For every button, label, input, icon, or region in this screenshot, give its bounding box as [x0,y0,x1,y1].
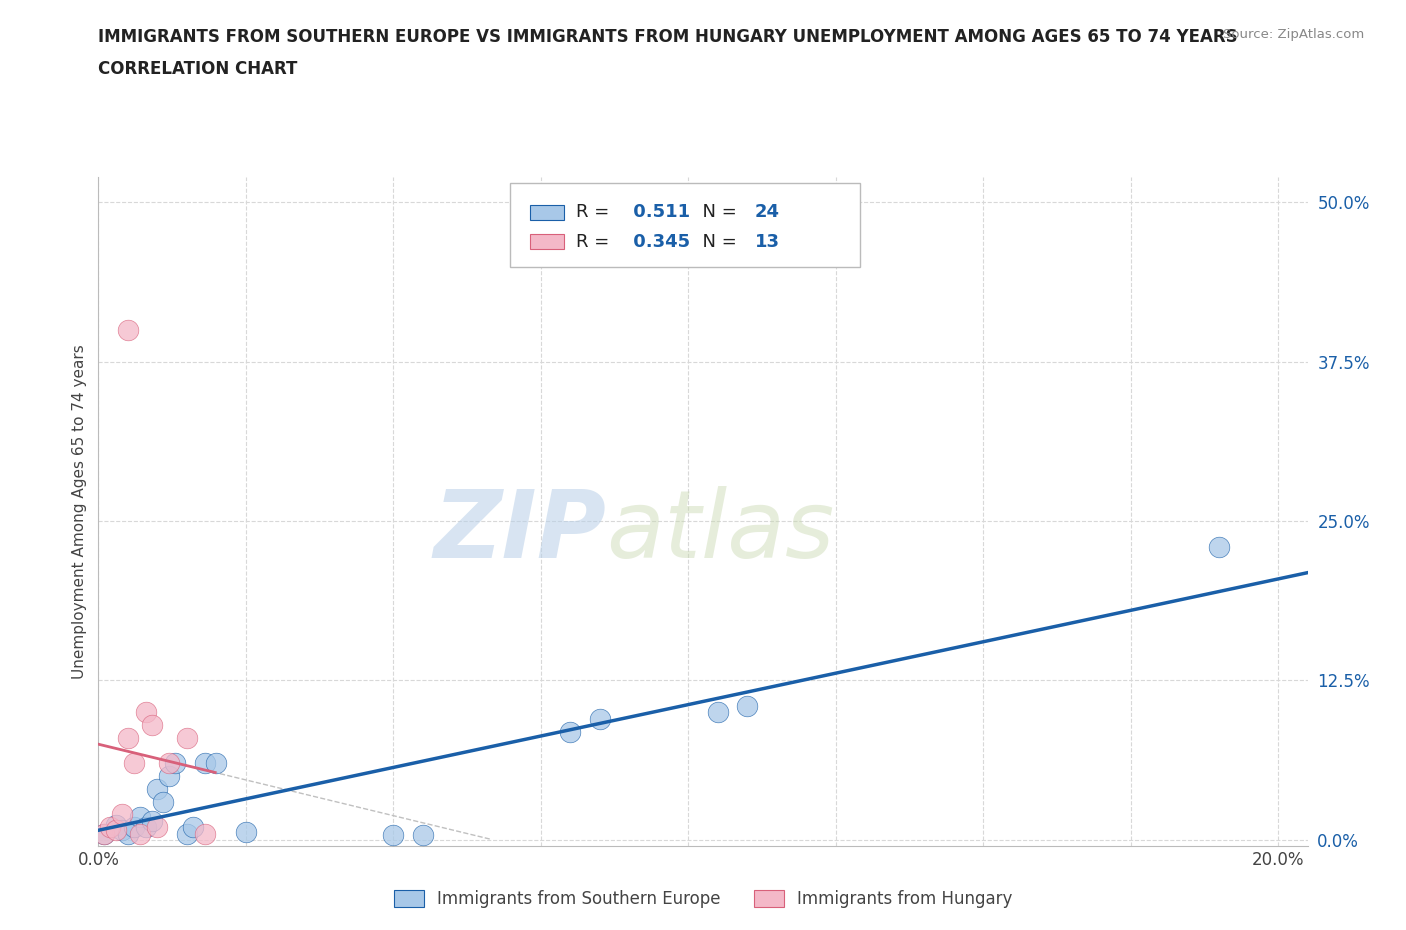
Point [93,826,115,841]
Point [181,819,204,834]
Point [128,826,150,841]
Point [589,711,612,726]
Point [122,819,145,834]
Point [117,826,139,841]
Point [157,756,180,771]
Point [141,718,163,733]
Point [176,730,198,745]
Text: 0.345: 0.345 [627,232,690,251]
Text: atlas: atlas [606,486,835,578]
Text: Source: ZipAtlas.com: Source: ZipAtlas.com [1223,28,1364,41]
Point [111,822,134,837]
Point [205,756,228,771]
Point [235,825,257,840]
Point [141,814,163,829]
Point [98,819,121,834]
Text: N =: N = [690,203,742,221]
Legend: Immigrants from Southern Europe, Immigrants from Hungary: Immigrants from Southern Europe, Immigra… [387,884,1019,915]
Point [735,698,758,713]
Bar [530,205,564,219]
Text: 13: 13 [755,232,780,251]
Point [412,828,434,843]
Text: CORRELATION CHART: CORRELATION CHART [98,60,298,78]
Bar [530,234,564,249]
Point [117,323,139,338]
FancyBboxPatch shape [509,183,860,267]
Point [194,756,217,771]
Text: R =: R = [576,232,614,251]
Y-axis label: Unemployment Among Ages 65 to 74 years: Unemployment Among Ages 65 to 74 years [72,344,87,679]
Point [176,826,198,841]
Text: ZIP: ZIP [433,485,606,578]
Point [560,724,582,739]
Point [105,817,128,832]
Point [135,819,157,834]
Point [157,769,180,784]
Point [706,705,728,720]
Point [146,781,169,796]
Text: IMMIGRANTS FROM SOUTHERN EUROPE VS IMMIGRANTS FROM HUNGARY UNEMPLOYMENT AMONG AG: IMMIGRANTS FROM SOUTHERN EUROPE VS IMMIG… [98,28,1239,46]
Point [122,756,145,771]
Point [135,705,157,720]
Point [117,730,139,745]
Text: N =: N = [690,232,742,251]
Point [194,826,217,841]
Point [382,828,405,843]
Point [146,819,169,834]
Text: 24: 24 [755,203,780,221]
Point [93,826,115,841]
Point [165,756,187,771]
Point [105,822,128,837]
Point [111,807,134,822]
Text: 0.511: 0.511 [627,203,690,221]
Text: R =: R = [576,203,614,221]
Point [1208,539,1230,554]
Point [152,794,174,809]
Point [128,809,150,824]
